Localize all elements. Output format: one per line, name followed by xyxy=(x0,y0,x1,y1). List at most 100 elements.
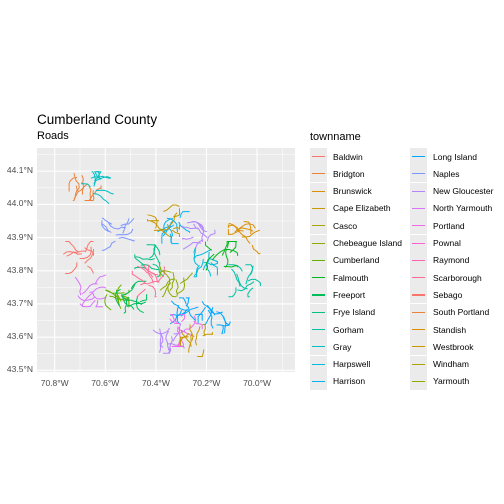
road-segment xyxy=(182,241,202,250)
legend-key xyxy=(410,303,427,321)
road-segment xyxy=(163,204,180,212)
road-segment xyxy=(139,294,148,303)
legend-item: Long Island xyxy=(410,148,477,165)
legend-key xyxy=(410,372,427,390)
road-segment xyxy=(121,282,136,296)
road-network xyxy=(63,171,261,357)
town-roads xyxy=(152,323,185,354)
road-segment xyxy=(243,221,252,234)
legend-label: New Gloucester xyxy=(433,186,494,197)
road-segment xyxy=(161,228,169,244)
road-segment xyxy=(81,283,98,295)
road-segment xyxy=(182,225,199,230)
legend-key xyxy=(310,148,327,165)
legend-label: Standish xyxy=(433,324,467,335)
road-segment xyxy=(185,304,197,322)
legend-item: Gorham xyxy=(310,321,364,338)
legend-item: North Yarmouth xyxy=(410,199,493,217)
road-segment xyxy=(159,266,170,283)
road-segment xyxy=(202,324,206,337)
road-segment xyxy=(104,294,112,311)
town-roads xyxy=(193,247,218,278)
road-segment xyxy=(93,176,112,184)
legend-item: Scarborough xyxy=(410,269,482,287)
road-segment xyxy=(216,321,231,327)
road-segment xyxy=(173,208,180,218)
road-segment xyxy=(169,318,180,324)
road-segment xyxy=(188,333,193,353)
road-segment xyxy=(189,324,194,341)
y-tick-label: 43.9°N xyxy=(6,231,33,242)
road-segment xyxy=(205,241,213,251)
road-segment xyxy=(74,276,82,296)
road-segment xyxy=(140,280,160,286)
road-segment xyxy=(66,250,86,257)
road-segment xyxy=(191,221,208,233)
legend-item: Sebago xyxy=(410,286,462,304)
x-tick-label: 70.8°W xyxy=(40,378,69,388)
legend-label: South Portland xyxy=(433,307,490,318)
road-segment xyxy=(228,264,243,272)
legend-key xyxy=(410,286,427,304)
road-segment xyxy=(194,239,204,254)
legend-label: Freeport xyxy=(333,289,366,300)
legend-key xyxy=(410,355,427,373)
road-segment xyxy=(194,326,201,346)
legend-key xyxy=(310,234,327,252)
road-segment xyxy=(147,219,160,222)
road-segment xyxy=(84,192,95,201)
legend-item: Casco xyxy=(310,217,357,235)
road-segment xyxy=(109,295,129,301)
legend-key xyxy=(410,269,427,287)
road-segment xyxy=(108,222,126,230)
road-segment xyxy=(73,173,80,192)
legend-label: North Yarmouth xyxy=(433,203,493,214)
legend-label: Westbrook xyxy=(433,341,474,352)
road-segment xyxy=(171,229,180,237)
legend-key xyxy=(410,338,427,356)
legend-label: Frye Island xyxy=(333,307,376,318)
legend-label: Scarborough xyxy=(433,272,482,283)
road-segment xyxy=(101,240,116,251)
road-segment xyxy=(194,313,203,321)
legend-label: Naples xyxy=(433,168,460,179)
legend-key xyxy=(310,217,327,235)
road-segment xyxy=(225,248,239,256)
road-segment xyxy=(179,272,193,284)
road-segment xyxy=(114,288,121,307)
road-segment xyxy=(95,300,103,308)
town-roads xyxy=(63,241,94,274)
legend-label: Harpswell xyxy=(333,359,371,370)
legend-key xyxy=(310,199,327,217)
road-segment xyxy=(238,223,256,230)
legend-item: Naples xyxy=(410,165,460,183)
town-roads xyxy=(147,204,180,238)
road-segment xyxy=(147,214,158,229)
road-segment xyxy=(237,281,255,292)
road-segment xyxy=(221,324,224,334)
road-segment xyxy=(153,244,160,264)
road-segment xyxy=(95,189,114,195)
road-segment xyxy=(147,264,154,284)
road-segment xyxy=(193,247,199,266)
town-roads xyxy=(81,171,114,205)
road-segment xyxy=(236,273,248,290)
road-segment xyxy=(159,278,176,291)
road-segment xyxy=(193,264,200,278)
road-segment xyxy=(123,297,142,306)
road-segment xyxy=(65,241,80,253)
town-roads xyxy=(68,173,102,201)
road-segment xyxy=(193,258,204,277)
town-roads xyxy=(179,324,213,357)
legend-key xyxy=(310,338,327,356)
legend-item: Standish xyxy=(410,321,466,338)
road-segment xyxy=(101,217,113,225)
road-segment xyxy=(170,300,188,311)
road-segment xyxy=(159,328,164,348)
legend-label: Baldwin xyxy=(333,151,363,162)
legend-item: Cumberland xyxy=(310,251,379,269)
road-segment xyxy=(173,224,180,230)
road-segment xyxy=(175,279,179,297)
road-segment xyxy=(176,327,181,347)
legend-label: Raymond xyxy=(433,255,470,266)
